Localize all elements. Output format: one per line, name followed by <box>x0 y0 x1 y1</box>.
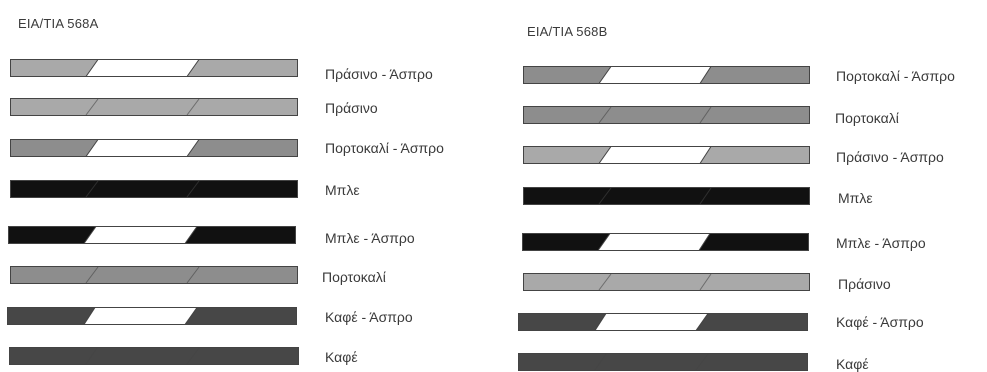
wire-label-568a-2: Πράσινο <box>325 100 378 116</box>
wire-label-568b-2: Πορτοκαλί <box>835 110 899 126</box>
wire-label-568a-6: Πορτοκαλί <box>322 269 386 285</box>
wire-568b-8 <box>518 353 808 371</box>
wire-568a-4 <box>10 180 298 198</box>
wire-568a-1 <box>10 59 298 77</box>
wire-label-568a-5: Μπλε - Άσπρο <box>325 230 415 246</box>
wire-568b-2 <box>523 106 810 124</box>
wire-label-568b-5: Μπλε - Άσπρο <box>836 235 926 251</box>
wire-label-568b-4: Μπλε <box>838 190 873 206</box>
wire-label-568b-3: Πράσινο - Άσπρο <box>836 149 944 165</box>
wire-568a-5 <box>8 226 296 244</box>
wire-568a-3 <box>10 139 298 157</box>
wire-label-568b-6: Πράσινο <box>838 276 891 292</box>
wire-568b-1 <box>523 66 810 84</box>
wire-label-568b-1: Πορτοκαλί - Άσπρο <box>836 68 955 84</box>
wire-568a-7 <box>7 307 297 325</box>
wire-label-568a-3: Πορτοκαλί - Άσπρο <box>325 140 444 156</box>
wire-label-568a-8: Καφέ <box>325 349 358 365</box>
wire-568b-5 <box>522 233 809 251</box>
wire-568a-2 <box>10 98 298 116</box>
wire-568b-6 <box>523 273 810 291</box>
standard-title-568a: EIA/TIA 568A <box>18 16 99 31</box>
wire-568b-4 <box>523 187 810 205</box>
wire-568b-7 <box>518 313 808 331</box>
wire-568a-6 <box>10 266 298 284</box>
wire-label-568a-1: Πράσινο - Άσπρο <box>325 66 433 82</box>
wire-568b-3 <box>523 146 810 164</box>
wire-568a-8 <box>9 347 299 365</box>
standard-title-568b: EIA/TIA 568B <box>527 24 608 39</box>
wire-label-568a-4: Μπλε <box>325 182 360 198</box>
wire-label-568b-8: Καφέ <box>836 356 869 372</box>
wire-label-568a-7: Καφέ - Άσπρο <box>325 309 413 325</box>
wire-label-568b-7: Καφέ - Άσπρο <box>836 314 924 330</box>
